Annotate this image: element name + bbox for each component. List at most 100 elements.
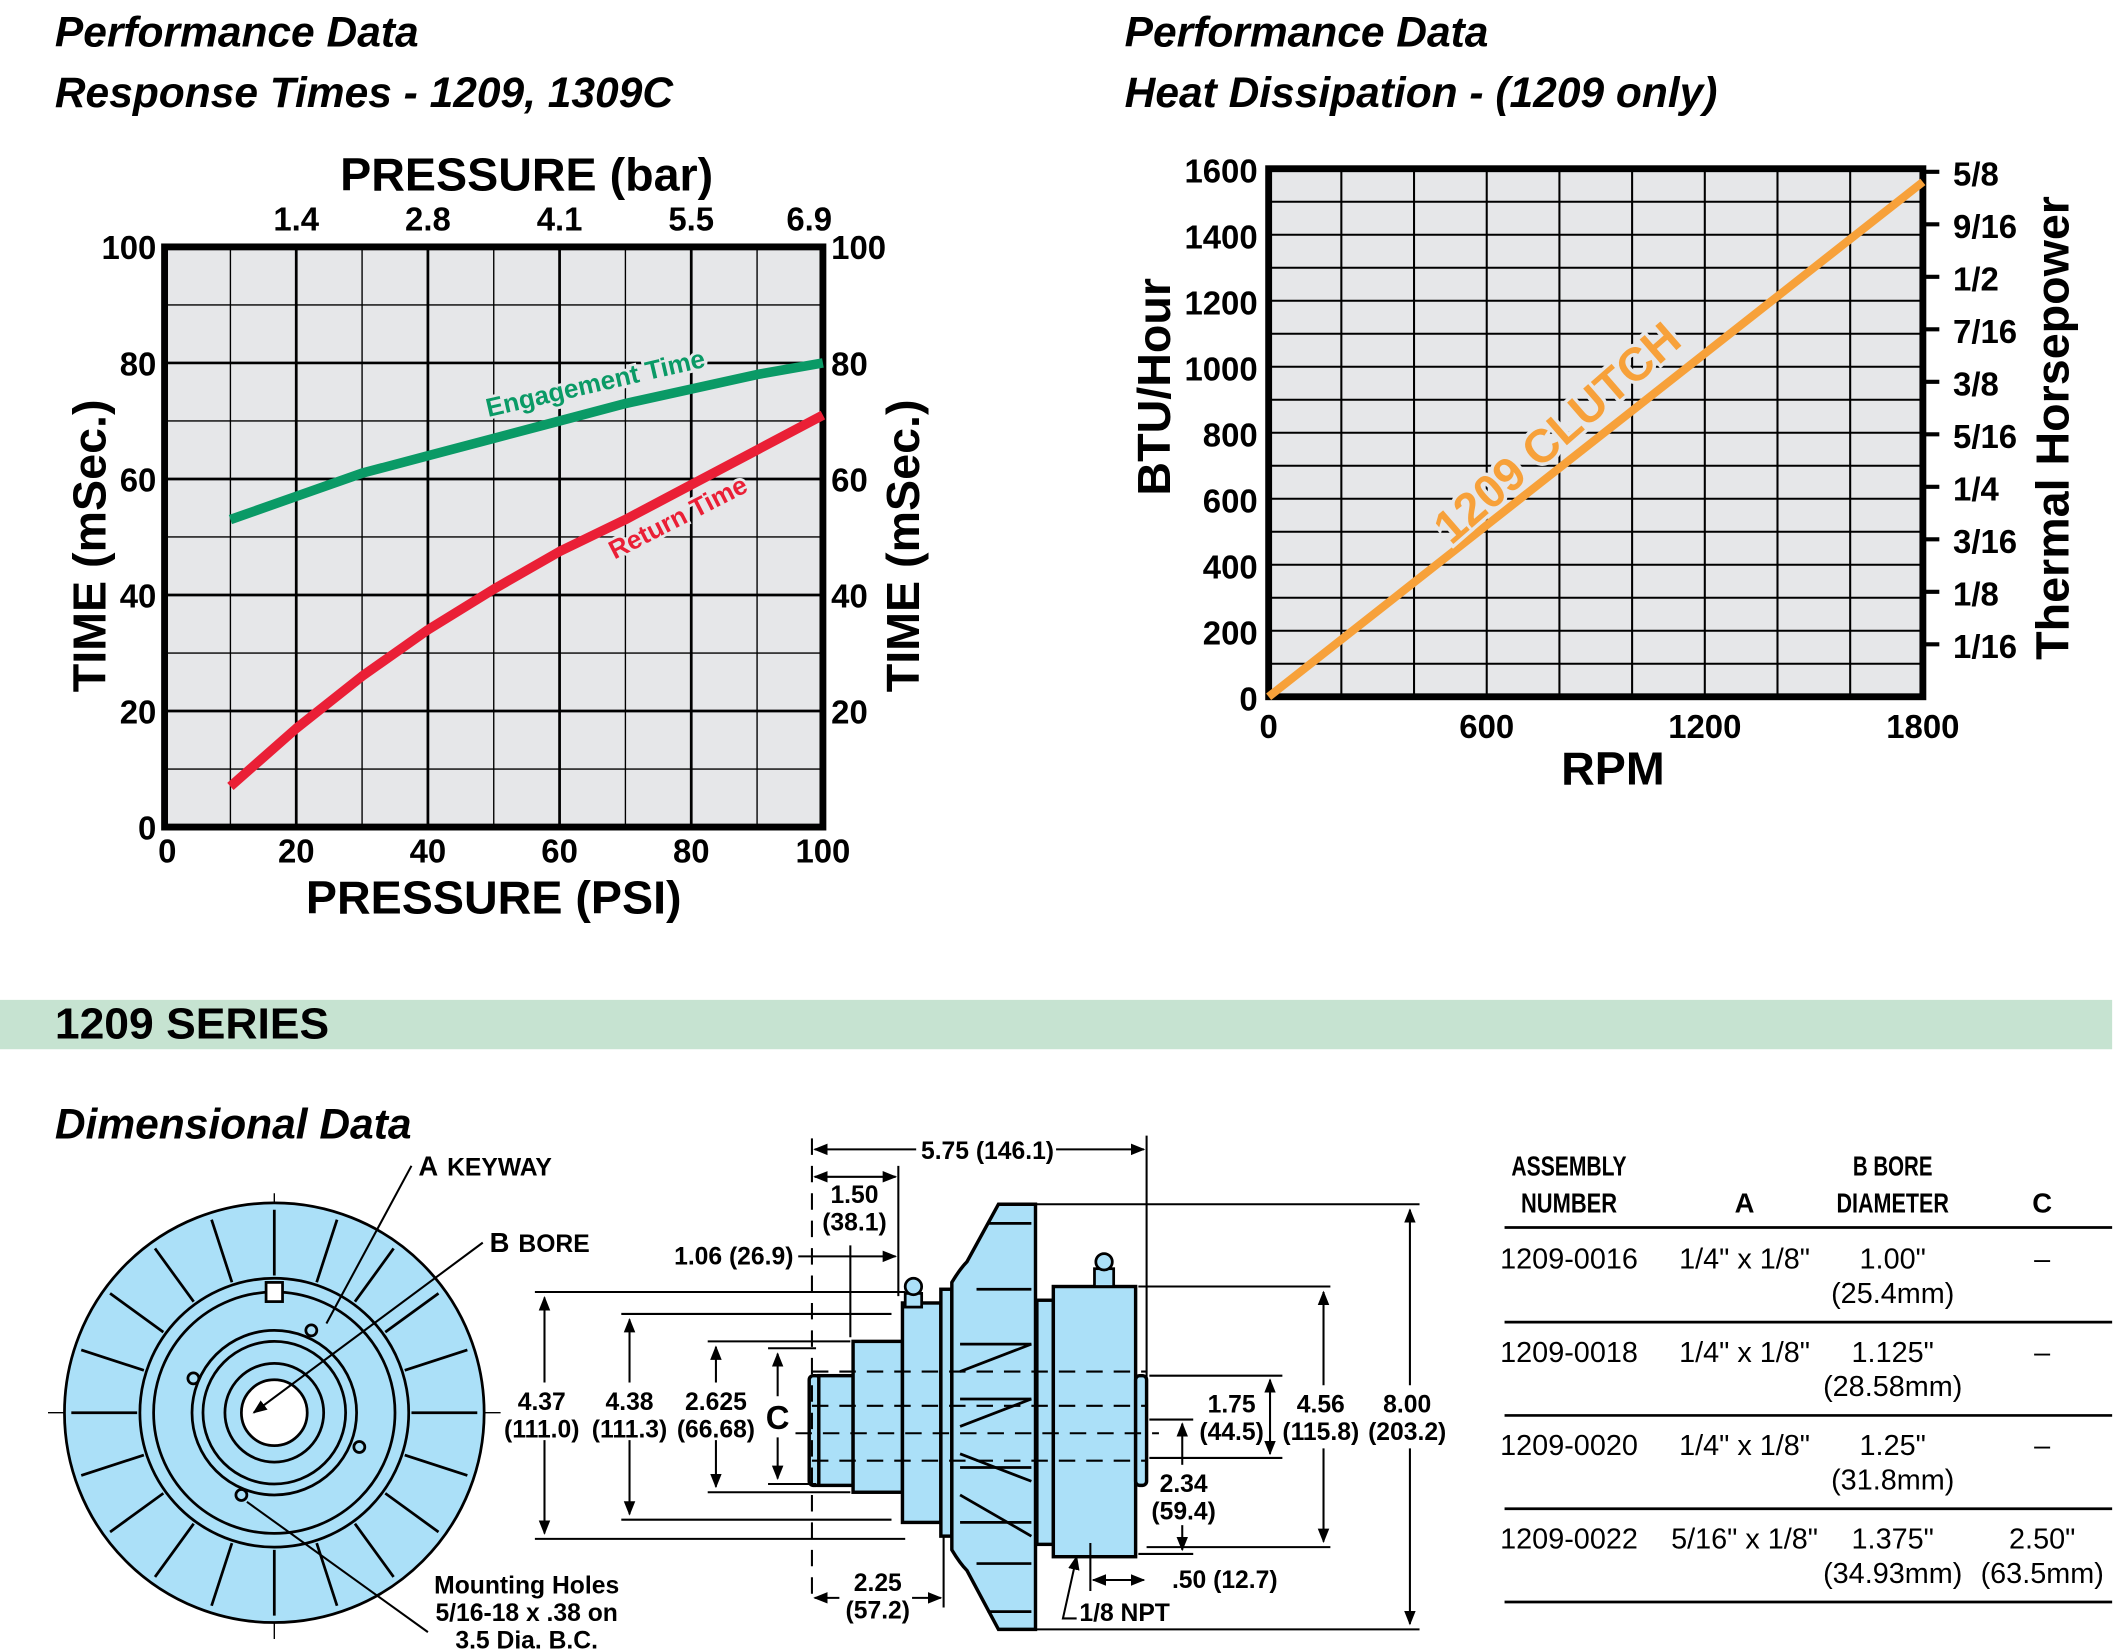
header-assembly-2: NUMBER xyxy=(1521,1187,1617,1218)
chart2-y-label: BTU/Hour xyxy=(1128,278,1180,496)
x-tick-label: 100 xyxy=(795,833,850,870)
dim-4-38: 4.38 xyxy=(606,1389,654,1416)
chart1-x-label: PRESSURE (PSI) xyxy=(306,871,682,923)
dim-0-50: .50 (12.7) xyxy=(1172,1567,1278,1594)
x-tick-label: 40 xyxy=(410,833,447,870)
a-keyway-label: KEYWAY xyxy=(447,1154,552,1181)
y2-tick-label: 3/8 xyxy=(1953,366,1999,403)
flange-fin xyxy=(210,1542,234,1607)
cell-c-mm: (63.5mm) xyxy=(1981,1558,2104,1590)
cell-b: 1.125" xyxy=(1852,1337,1934,1369)
bore-hole xyxy=(240,1378,309,1447)
mounting-holes-line1: Mounting Holes xyxy=(434,1573,619,1600)
header-c: C xyxy=(2032,1187,2052,1218)
front-view-drawing xyxy=(48,1165,508,1639)
chart1-title: Performance Data xyxy=(55,10,419,57)
y2-tick-label: 3/16 xyxy=(1953,523,2017,560)
b-bore-label: BORE xyxy=(518,1231,589,1258)
cell-b-mm: (34.93mm) xyxy=(1823,1558,1962,1590)
series-banner xyxy=(0,999,2113,1050)
x2-tick-label: 1.4 xyxy=(273,200,319,237)
cell-b: 1.25" xyxy=(1860,1430,1926,1462)
y-tick-label: 80 xyxy=(120,345,157,382)
y-tick-label: 40 xyxy=(120,577,157,614)
x-tick-label: 600 xyxy=(1459,708,1514,745)
dim-8-00-mm: (203.2) xyxy=(1368,1419,1446,1446)
chart2-title: Performance Data xyxy=(1125,10,1489,57)
flange-fin xyxy=(315,1219,339,1283)
flange-fin xyxy=(153,1522,195,1578)
dimensional-title: Dimensional Data xyxy=(55,1101,412,1148)
dim-overall-length: 5.75 (146.1) xyxy=(921,1138,1054,1165)
x-tick-label: 1800 xyxy=(1886,708,1959,745)
mounting-holes-line3: 3.5 Dia. B.C. xyxy=(455,1628,598,1650)
chart1-y-label: TIME (mSec.) xyxy=(64,400,116,693)
header-a: A xyxy=(1735,1187,1755,1218)
y2-tick-label: 5/8 xyxy=(1953,156,1999,193)
mounting-hole xyxy=(186,1371,201,1386)
dim-1-50-mm: (38.1) xyxy=(822,1209,886,1236)
flange-fin xyxy=(353,1247,395,1303)
mounting-hole xyxy=(234,1488,249,1502)
cell-assembly-number: 1209-0018 xyxy=(1500,1337,1638,1369)
a-keyway-letter: A xyxy=(418,1150,438,1181)
header-b-2: DIAMETER xyxy=(1836,1187,1949,1218)
flange-fin xyxy=(109,1492,165,1534)
chart2-x-label: RPM xyxy=(1561,743,1665,795)
dim-1-75-mm: (44.5) xyxy=(1199,1419,1263,1446)
chart1-x2-label: PRESSURE (bar) xyxy=(340,149,713,201)
b-bore-letter: B xyxy=(490,1227,510,1258)
y-tick-label: 800 xyxy=(1203,416,1258,453)
chart2-y2-label: Thermal Horsepower xyxy=(2026,196,2078,660)
y-tick-label: 0 xyxy=(138,809,156,846)
dim-2-34-mm: (59.4) xyxy=(1151,1499,1215,1526)
x2-tick-label: 4.1 xyxy=(537,200,583,237)
y-tick-label: 200 xyxy=(1203,614,1258,651)
cell-b-mm: (31.8mm) xyxy=(1831,1465,1954,1497)
mounting-hole xyxy=(304,1323,319,1338)
flange-fin xyxy=(80,1348,145,1372)
cell-b: 1.00" xyxy=(1860,1244,1926,1276)
cell-a: 1/4" x 1/8" xyxy=(1679,1337,1810,1369)
chart1-subtitle: Response Times - 1209, 1309C xyxy=(55,70,674,117)
flange-fin xyxy=(210,1219,234,1283)
cell-a: 1/4" x 1/8" xyxy=(1679,1244,1810,1276)
y2-tick-label: 60 xyxy=(831,461,868,498)
dim-2-625: 2.625 xyxy=(685,1389,747,1416)
y-tick-label: 1200 xyxy=(1184,284,1257,321)
dim-npt: 1/8 NPT xyxy=(1079,1600,1170,1627)
y2-tick-label: 1/8 xyxy=(1953,575,1999,612)
header-assembly-1: ASSEMBLY xyxy=(1511,1150,1626,1181)
x-tick-label: 80 xyxy=(673,833,710,870)
mounting-holes-line2: 5/16-18 x .38 on xyxy=(435,1600,617,1627)
side-view-drawing xyxy=(534,1135,1420,1632)
dim-1-06: 1.06 (26.9) xyxy=(674,1244,793,1271)
engagement-time-line xyxy=(228,358,824,525)
y-tick-label: 100 xyxy=(101,229,156,266)
plot-frame xyxy=(161,243,827,831)
assembly-table: ASSEMBLY NUMBER A B BORE DIAMETER C 1209… xyxy=(1500,1150,2113,1604)
dim-4-37-mm: (111.0) xyxy=(504,1416,579,1443)
cell-a: 1/4" x 1/8" xyxy=(1679,1430,1810,1462)
y-tick-label: 1400 xyxy=(1184,218,1257,255)
cell-assembly-number: 1209-0022 xyxy=(1500,1523,1638,1555)
x2-tick-label: 2.8 xyxy=(405,200,451,237)
x2-tick-label: 5.5 xyxy=(668,200,714,237)
dim-2-34: 2.34 xyxy=(1160,1471,1208,1498)
x-tick-label: 60 xyxy=(541,833,578,870)
return-time-line xyxy=(227,410,826,791)
cell-a: 5/16" x 1/8" xyxy=(1671,1523,1818,1555)
dim-c-label: C xyxy=(766,1399,790,1436)
y2-tick-label: 5/16 xyxy=(1953,418,2017,455)
dim-4-56-mm: (115.8) xyxy=(1282,1419,1359,1446)
heat-dissipation-chart: Performance Data Heat Dissipation - (120… xyxy=(1125,10,2079,795)
flange-fin xyxy=(404,1453,468,1477)
cell-b-mm: (25.4mm) xyxy=(1831,1278,1954,1310)
cell-assembly-number: 1209-0020 xyxy=(1500,1430,1638,1462)
cell-assembly-number: 1209-0016 xyxy=(1500,1244,1638,1276)
cell-c: – xyxy=(2034,1430,2050,1462)
y-tick-label: 1000 xyxy=(1184,350,1257,387)
mounting-hole xyxy=(352,1440,367,1454)
y-tick-label: 600 xyxy=(1203,482,1258,519)
